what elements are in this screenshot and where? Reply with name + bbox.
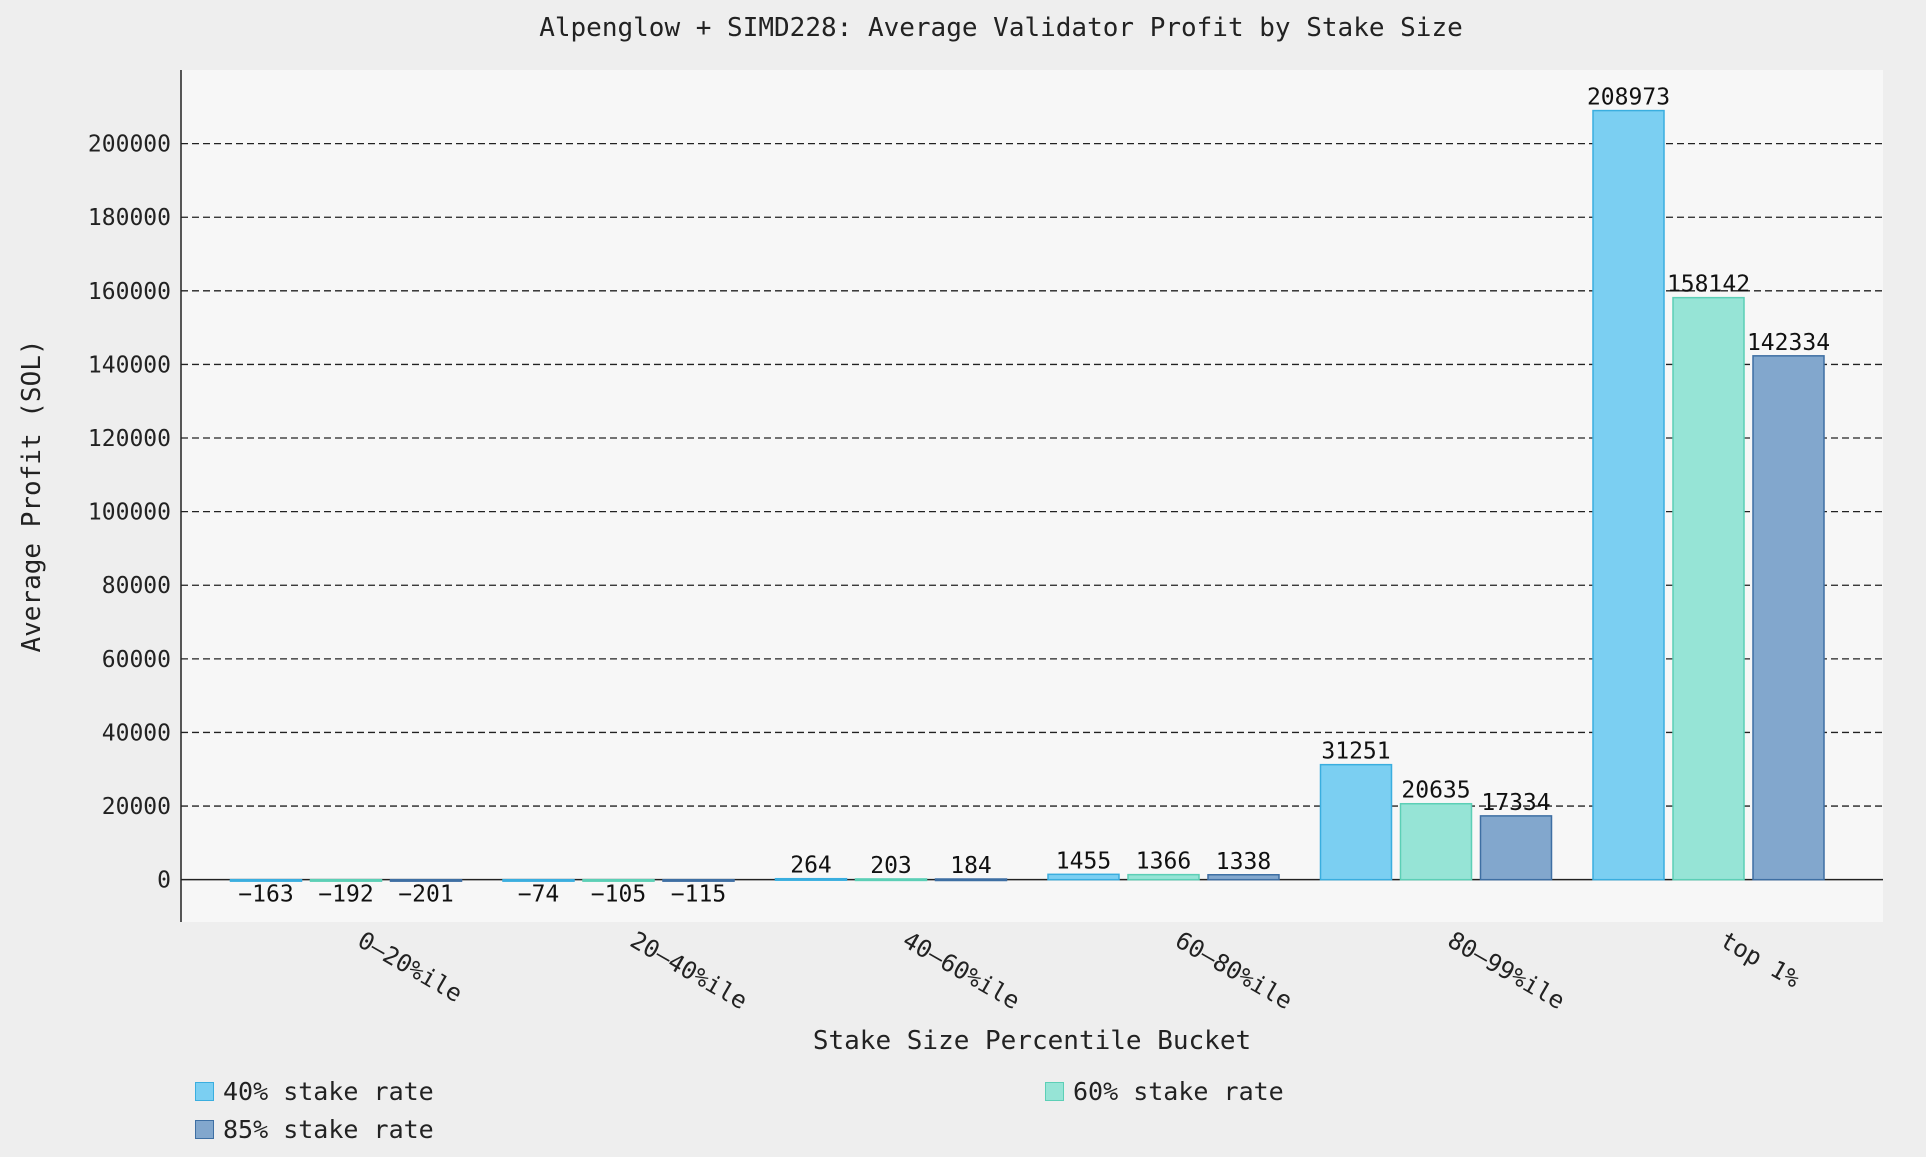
- bar: [502, 878, 575, 882]
- y-tick-label: 20000: [102, 794, 171, 820]
- bar: [229, 878, 303, 882]
- bar: [1479, 815, 1553, 881]
- bar-value-label: 142334: [1747, 330, 1830, 356]
- bar: [1399, 802, 1473, 881]
- y-tick-label: 80000: [102, 573, 171, 599]
- legend-swatch: [195, 1119, 214, 1139]
- legend-swatch: [195, 1081, 214, 1101]
- y-axis-title: Average Profit (SOL): [17, 339, 47, 652]
- x-tick-label: 40–60%ile: [898, 926, 1025, 1015]
- legend-label: 60% stake rate: [1073, 1076, 1284, 1106]
- bar-value-label: −163: [238, 882, 293, 908]
- x-tick-label: 0–20%ile: [353, 926, 467, 1008]
- legend-label: 85% stake rate: [223, 1114, 434, 1144]
- bar: [1592, 109, 1665, 881]
- y-tick-label: 180000: [88, 205, 171, 231]
- bar: [662, 878, 735, 882]
- bar-value-label: 203: [870, 853, 912, 879]
- y-tick-label: 140000: [88, 352, 171, 378]
- bar: [1127, 873, 1200, 881]
- y-tick-label: 160000: [88, 279, 171, 305]
- y-tick-label: 120000: [88, 426, 171, 452]
- y-tick-label: 200000: [88, 132, 171, 158]
- legend-item: 60% stake rate: [1045, 1076, 1545, 1106]
- legend-item: 40% stake rate: [195, 1076, 1045, 1106]
- y-tick-label: 40000: [102, 720, 171, 746]
- bar: [1207, 874, 1280, 881]
- legend-label: 40% stake rate: [223, 1076, 434, 1106]
- bar-value-label: 208973: [1587, 85, 1670, 111]
- bar-value-label: 264: [790, 853, 832, 879]
- bar-value-label: −115: [671, 882, 726, 908]
- x-tick-label: 20–40%ile: [626, 926, 753, 1015]
- bar-value-label: 158142: [1667, 272, 1750, 298]
- x-axis-title: Stake Size Percentile Bucket: [813, 1026, 1251, 1056]
- bar: [1319, 763, 1393, 881]
- bar-value-label: −192: [318, 882, 373, 908]
- bar-value-label: 1455: [1056, 848, 1111, 874]
- bar: [1752, 355, 1825, 881]
- bar: [854, 878, 928, 882]
- bar: [774, 877, 848, 881]
- y-tick-label: 100000: [88, 500, 171, 526]
- chart-title: Alpenglow + SIMD228: Average Validator P…: [539, 13, 1463, 43]
- x-tick-label: 60–80%ile: [1171, 926, 1298, 1015]
- legend: 40% stake rate 60% stake rate 85% stake ra…: [195, 1076, 1595, 1144]
- bar: [309, 878, 383, 882]
- x-tick-label: top 1%: [1716, 926, 1806, 994]
- legend-swatch: [1045, 1081, 1064, 1101]
- bar-value-label: 184: [950, 853, 992, 879]
- bar: [1047, 873, 1120, 881]
- legend-item: 85% stake rate: [195, 1114, 1045, 1144]
- bar: [1672, 296, 1745, 881]
- bar-value-label: −105: [591, 882, 646, 908]
- bar-value-label: 1366: [1136, 849, 1191, 875]
- bar-value-label: −201: [398, 882, 453, 908]
- y-tick-label: 0: [157, 868, 171, 894]
- bar-value-label: 31251: [1321, 739, 1390, 765]
- bar-value-label: 17334: [1481, 790, 1550, 816]
- y-tick-label: 60000: [102, 647, 171, 673]
- bar: [934, 878, 1008, 882]
- bar-value-label: −74: [518, 882, 560, 908]
- x-tick-label: 80–99%ile: [1443, 926, 1570, 1015]
- bar: [582, 878, 655, 882]
- bar: [389, 878, 463, 882]
- bar-value-label: 20635: [1401, 778, 1470, 804]
- bar-value-label: 1338: [1216, 849, 1271, 875]
